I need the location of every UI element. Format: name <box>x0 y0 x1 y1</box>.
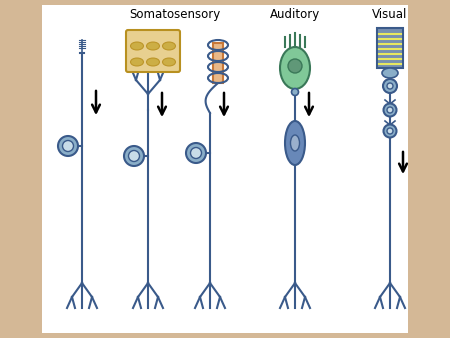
Ellipse shape <box>190 147 202 159</box>
Ellipse shape <box>387 128 393 134</box>
Ellipse shape <box>58 136 78 156</box>
Ellipse shape <box>383 124 396 138</box>
Ellipse shape <box>285 121 305 165</box>
Ellipse shape <box>382 68 398 78</box>
FancyBboxPatch shape <box>213 43 223 83</box>
Ellipse shape <box>130 58 144 66</box>
Ellipse shape <box>129 150 140 162</box>
Ellipse shape <box>288 59 302 73</box>
Ellipse shape <box>387 83 393 89</box>
FancyBboxPatch shape <box>377 28 403 68</box>
Ellipse shape <box>147 42 159 50</box>
Ellipse shape <box>280 47 310 89</box>
Ellipse shape <box>383 103 396 117</box>
Ellipse shape <box>291 135 300 151</box>
Text: Auditory: Auditory <box>270 8 320 21</box>
Text: Somatosensory: Somatosensory <box>130 8 220 21</box>
Ellipse shape <box>383 79 397 93</box>
Ellipse shape <box>292 89 298 96</box>
Ellipse shape <box>387 107 393 113</box>
Ellipse shape <box>63 141 73 151</box>
Ellipse shape <box>162 42 176 50</box>
Text: Visual: Visual <box>372 8 408 21</box>
Ellipse shape <box>186 143 206 163</box>
Ellipse shape <box>162 58 176 66</box>
Ellipse shape <box>124 146 144 166</box>
Ellipse shape <box>147 58 159 66</box>
FancyBboxPatch shape <box>126 30 180 72</box>
Ellipse shape <box>130 42 144 50</box>
FancyBboxPatch shape <box>42 5 408 333</box>
